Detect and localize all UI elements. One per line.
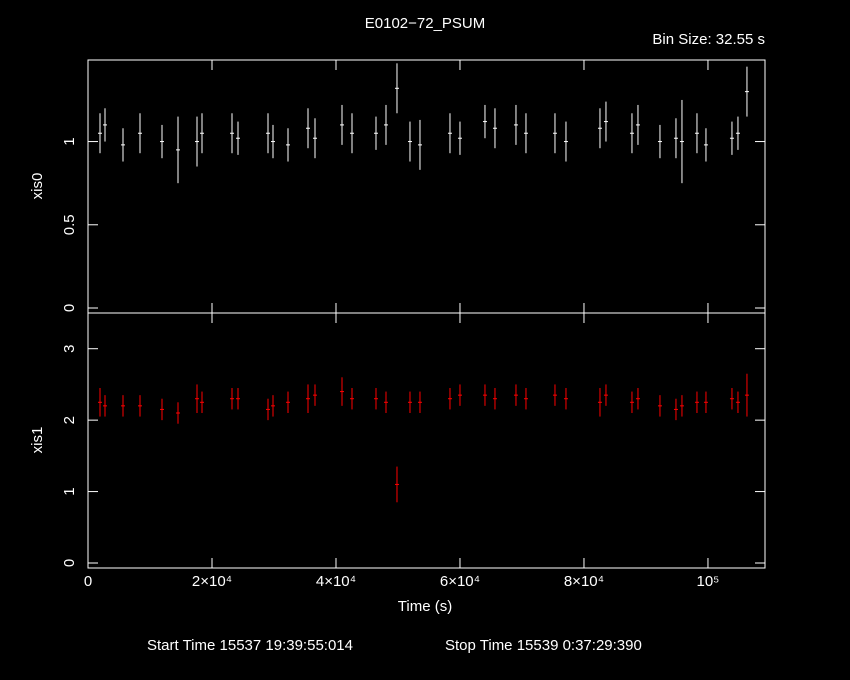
panel-frame (87, 312, 766, 569)
start-time: Start Time 15537 19:39:55:014 (147, 637, 353, 654)
y-tick-label: 1 (61, 487, 78, 495)
y-tick-label: 1 (61, 137, 78, 145)
x-tick-label: 0 (84, 573, 92, 590)
x-tick-label: 2×10⁴ (192, 573, 232, 590)
chart-title: E0102−72_PSUM (365, 15, 486, 32)
x-tick-label: 8×10⁴ (564, 573, 604, 590)
x-tick-label: 10⁵ (697, 573, 720, 590)
bin-size: Bin Size: 32.55 s (652, 31, 765, 48)
y-tick-label: 0 (61, 559, 78, 567)
stop-time: Stop Time 15539 0:37:29:390 (445, 637, 642, 654)
x-tick-label: 4×10⁴ (316, 573, 356, 590)
y-axis-label: xis1 (29, 427, 46, 454)
y-tick-label: 3 (61, 345, 78, 353)
x-tick-label: 6×10⁴ (440, 573, 480, 590)
y-axis-label: xis0 (29, 173, 46, 200)
panel-frame (87, 59, 766, 314)
y-tick-label: 0 (61, 304, 78, 312)
y-tick-label: 0.5 (61, 214, 78, 235)
y-tick-label: 2 (61, 416, 78, 424)
x-axis-label: Time (s) (398, 598, 452, 615)
